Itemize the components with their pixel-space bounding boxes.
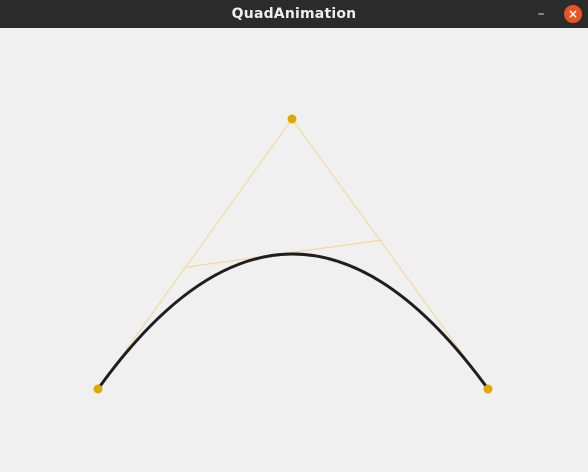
control-point-apex[interactable]	[287, 114, 297, 124]
control-line-left	[97, 118, 293, 390]
control-point-end[interactable]	[483, 384, 493, 394]
window-controls: – ×	[530, 3, 582, 25]
bezier-drawing	[93, 114, 493, 394]
control-line-right	[291, 118, 489, 390]
titlebar: QuadAnimation – ×	[0, 0, 588, 28]
bezier-curve	[96, 252, 490, 390]
close-icon[interactable]: ×	[564, 5, 582, 23]
window-title: QuadAnimation	[231, 6, 357, 22]
control-point-start[interactable]	[93, 384, 103, 394]
drawing-canvas[interactable]	[0, 28, 588, 472]
minimize-icon[interactable]: –	[537, 6, 545, 22]
